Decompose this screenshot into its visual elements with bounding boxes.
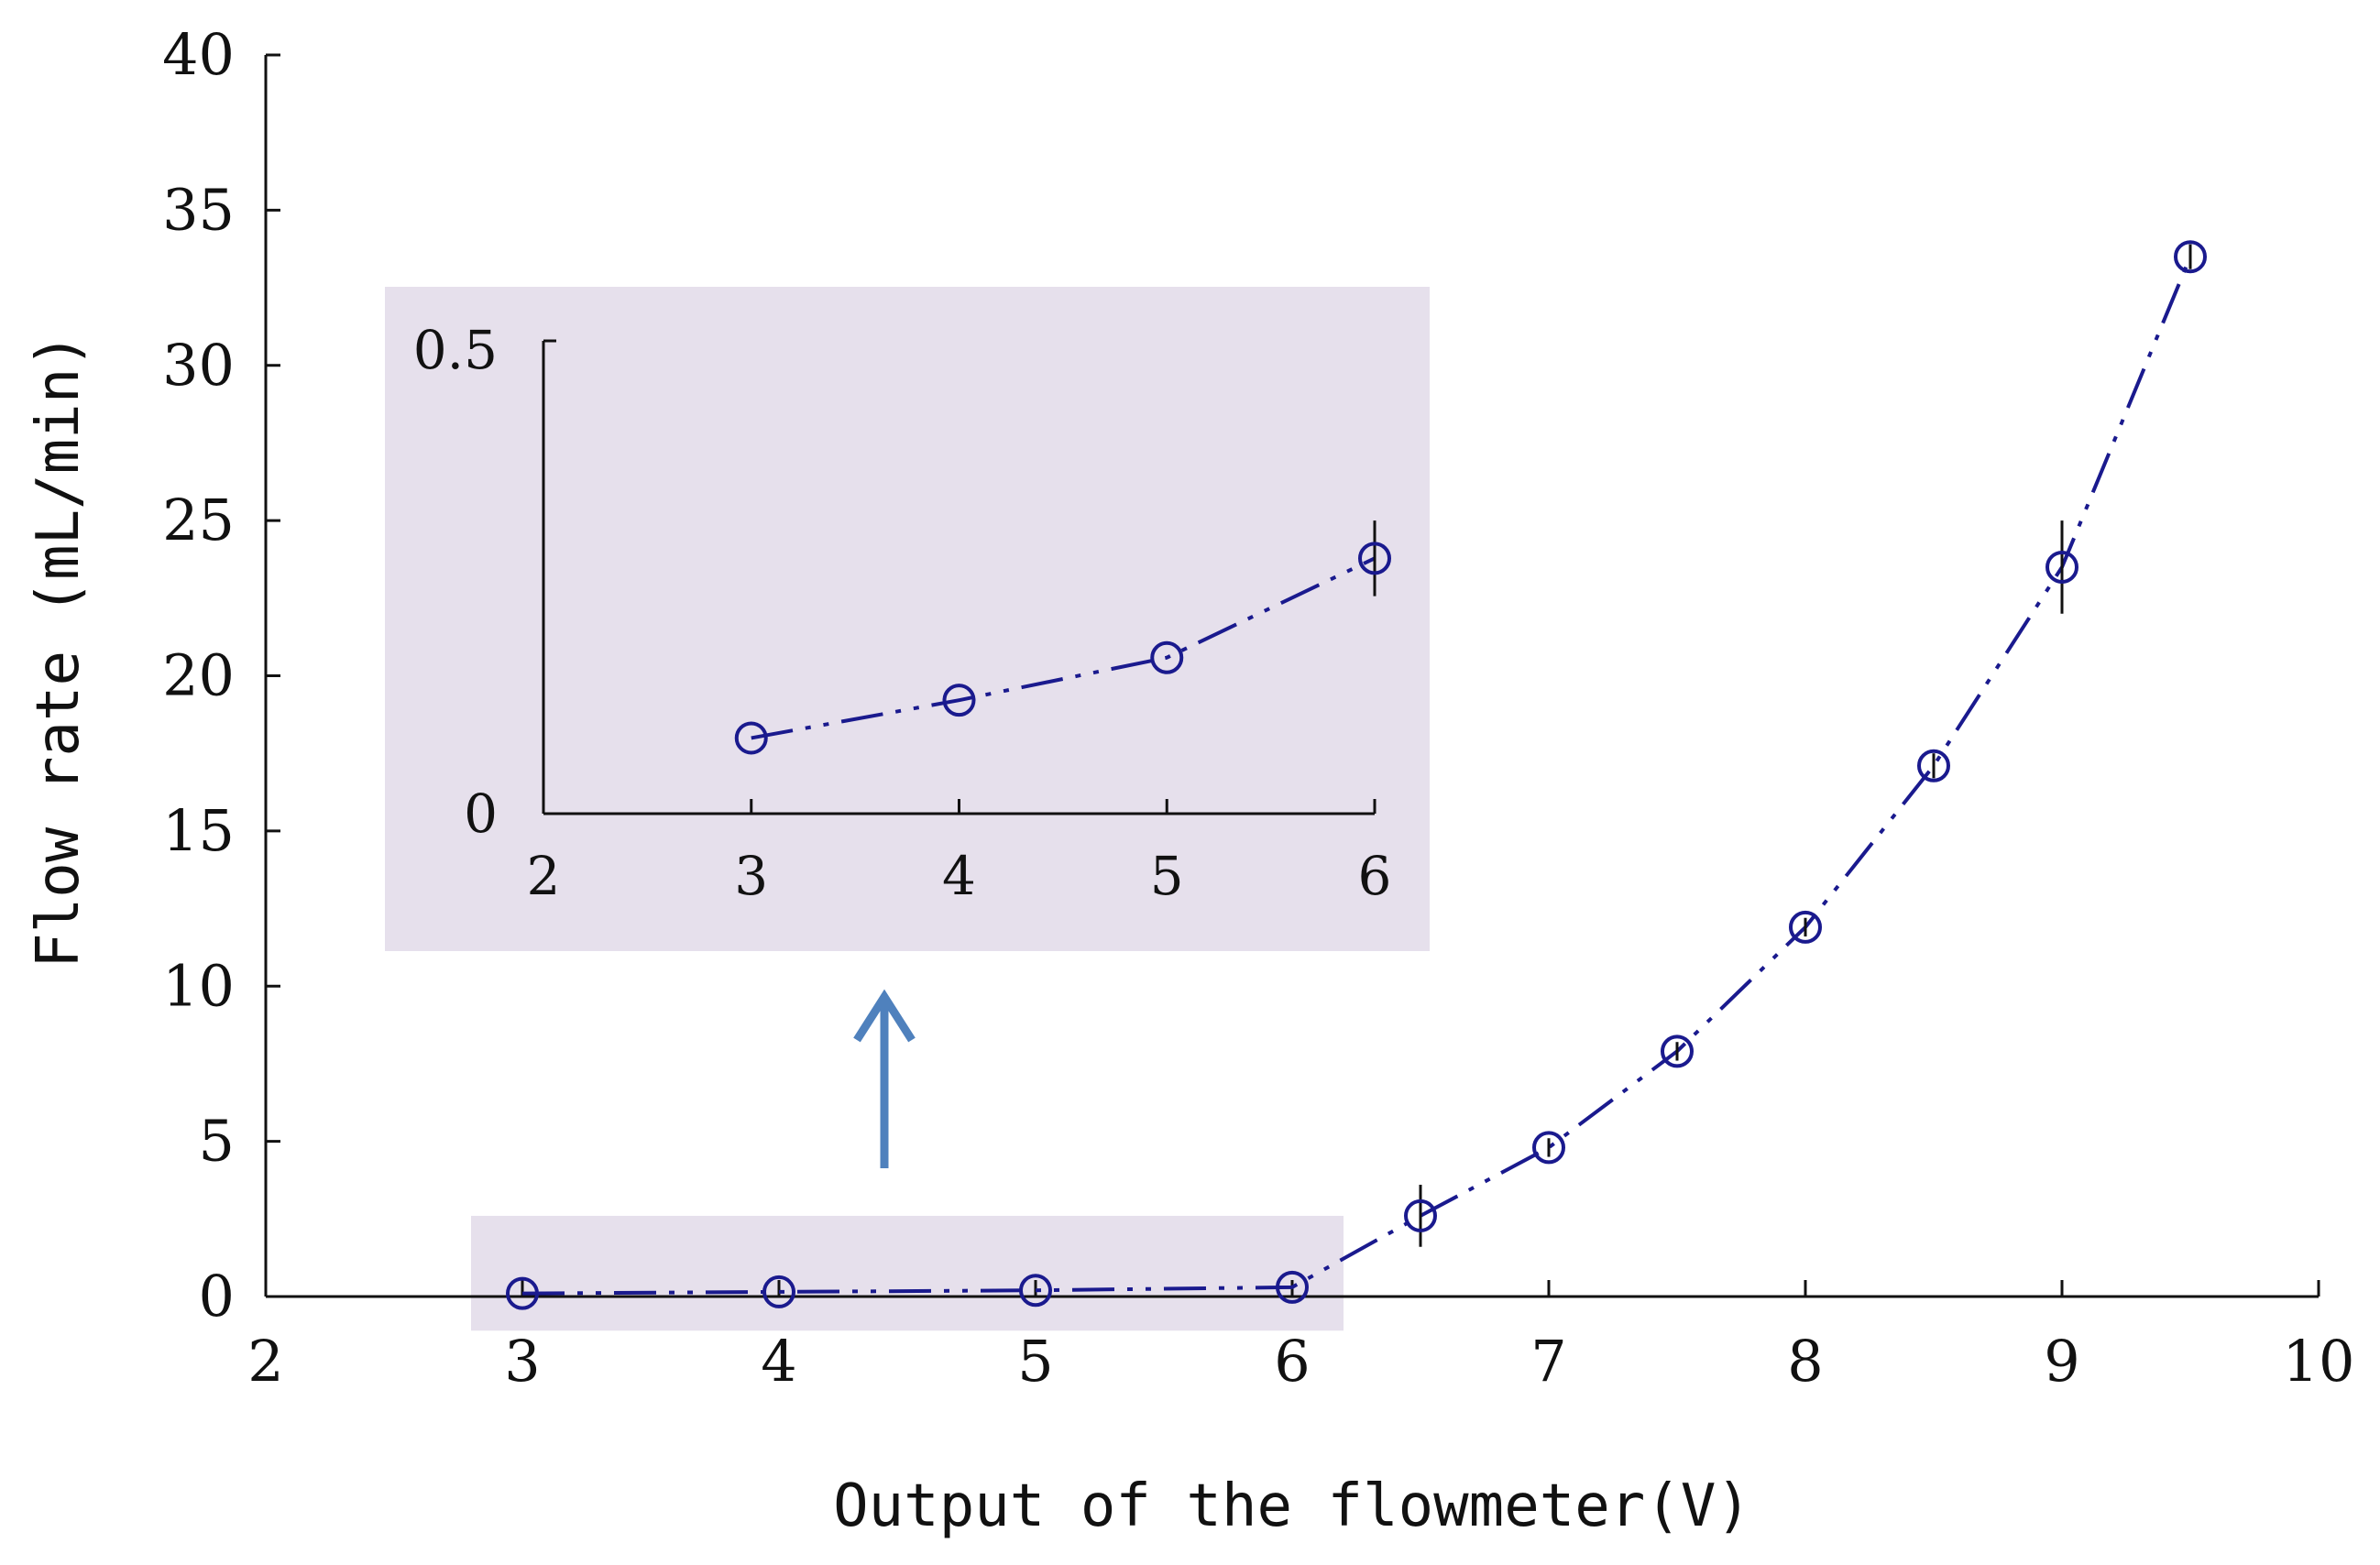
x-tick-label: 8	[1787, 1328, 1823, 1395]
x-tick-label: 5	[1017, 1328, 1053, 1395]
y-tick-label: 25	[162, 487, 235, 553]
main-data-point	[2174, 240, 2207, 274]
main-data-point	[506, 1276, 539, 1310]
x-tick-label: 3	[504, 1328, 540, 1395]
inset-x-tick-label: 4	[942, 845, 976, 907]
x-tick-label: 6	[1274, 1328, 1310, 1395]
y-tick-label: 30	[162, 332, 235, 399]
y-tick-label: 10	[162, 952, 235, 1019]
inset-data-point	[1150, 640, 1184, 674]
inset-x-tick-label: 2	[527, 845, 561, 907]
y-tick-label: 15	[162, 797, 235, 864]
x-tick-label: 2	[247, 1328, 283, 1395]
y-axis-title: Flow rate (mL/min)	[25, 333, 93, 969]
main-data-point	[2045, 550, 2078, 584]
main-data-point	[1404, 1198, 1437, 1232]
main-data-point	[1532, 1131, 1565, 1165]
main-data-point	[1276, 1270, 1309, 1304]
y-tick-label: 40	[162, 21, 235, 88]
y-tick-label: 20	[162, 642, 235, 709]
y-tick-label: 35	[162, 176, 235, 243]
inset-data-point	[734, 721, 768, 755]
main-data-point	[1917, 749, 1950, 782]
x-axis-title: Output of the flowmeter(V)	[833, 1472, 1751, 1540]
inset-y-tick-label: 0.5	[413, 319, 498, 381]
inset-x-tick-label: 6	[1358, 845, 1392, 907]
inset-panel	[385, 287, 1430, 951]
zoom-highlight-box	[471, 1215, 1344, 1331]
main-data-point	[1789, 910, 1822, 944]
zoom-arrow-head	[853, 989, 916, 1043]
x-tick-label: 4	[761, 1328, 796, 1395]
main-data-point	[1661, 1034, 1694, 1068]
x-tick-label: 7	[1530, 1328, 1566, 1395]
inset-series-line	[751, 556, 1376, 740]
x-tick-label: 10	[2283, 1328, 2355, 1395]
inset-x-tick-label: 3	[734, 845, 768, 907]
inset-y-tick-label: 0	[464, 782, 498, 845]
main-data-point	[1019, 1274, 1052, 1308]
main-plot: 0 5 10 15 20 25 30 35 40 2 3 4 5 6 7 8 9 10 0 0.5 2 3 4 5 6	[162, 21, 2354, 1395]
main-data-point	[762, 1275, 795, 1308]
inset-x-tick-label: 5	[1150, 845, 1184, 907]
inset-data-point	[942, 684, 976, 717]
x-tick-label: 9	[2044, 1328, 2079, 1395]
y-tick-label: 0	[199, 1263, 235, 1330]
y-tick-label: 5	[199, 1108, 235, 1175]
main-series-line	[521, 256, 2192, 1296]
inset-data-point	[1358, 542, 1391, 575]
